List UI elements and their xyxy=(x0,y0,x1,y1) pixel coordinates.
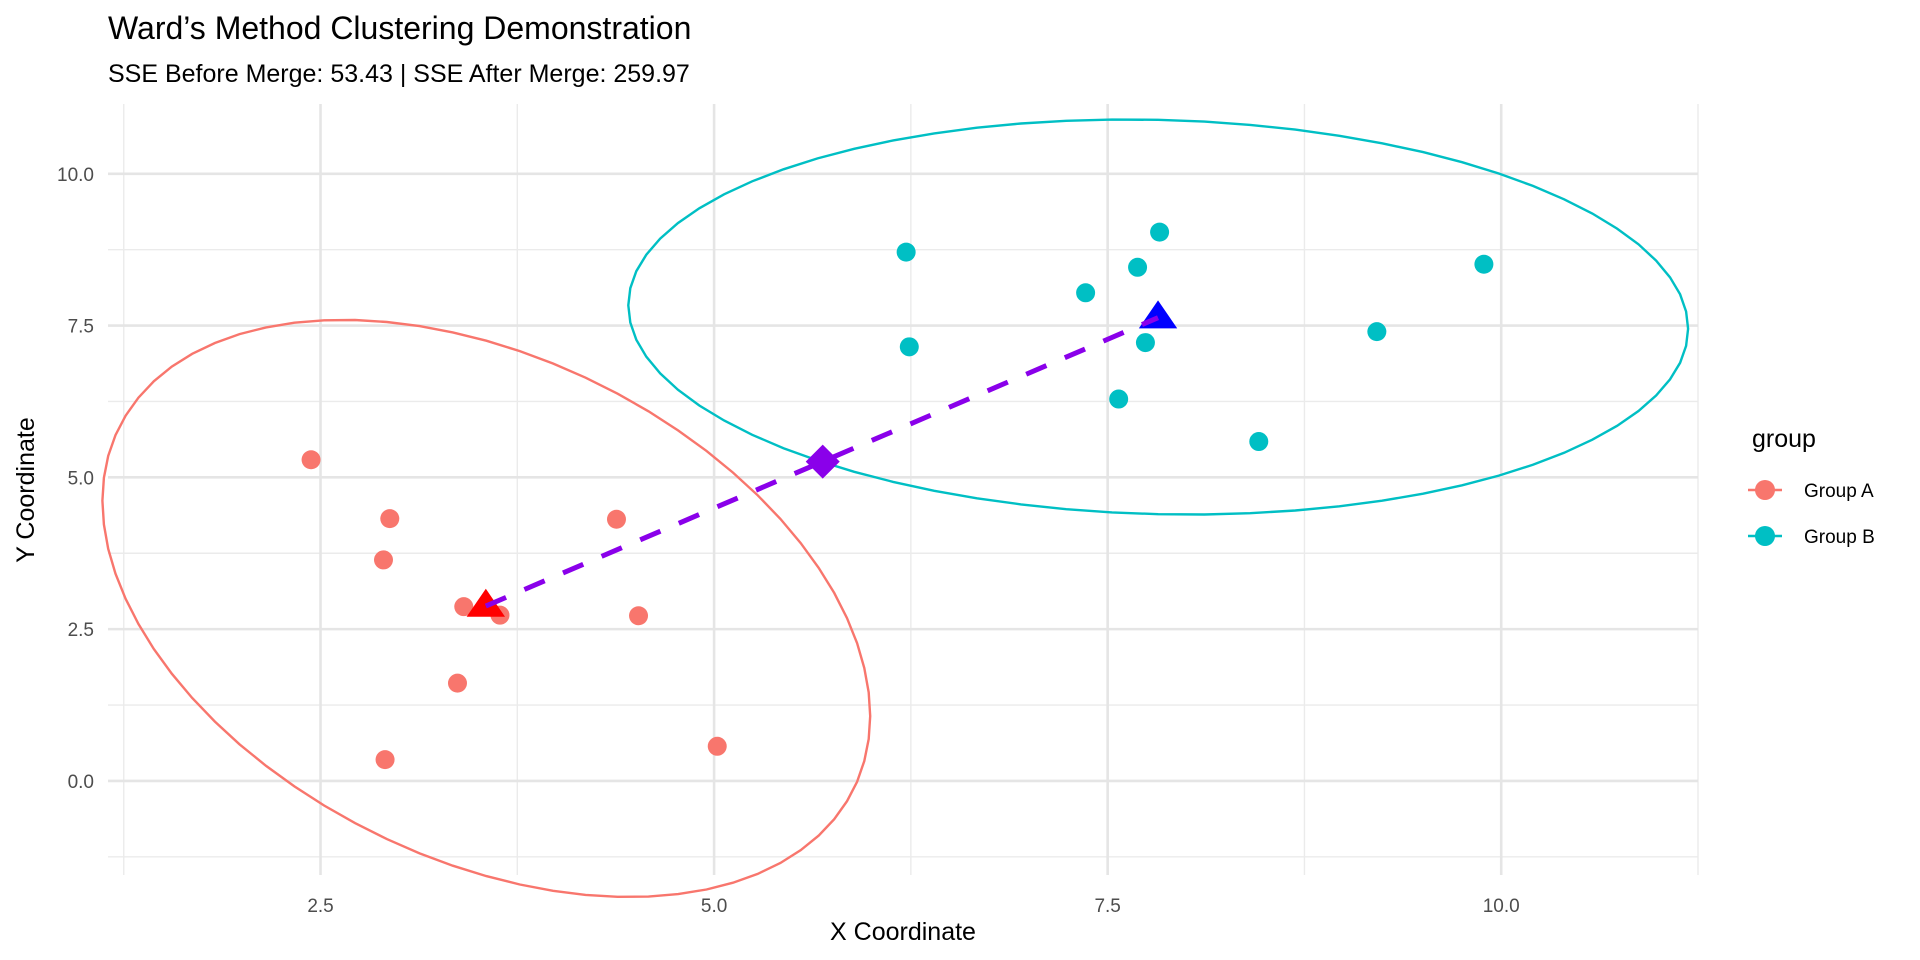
y-axis-title: Y Coordinate xyxy=(12,417,40,562)
chart-title: Ward’s Method Clustering Demonstration xyxy=(108,10,691,46)
data-points xyxy=(301,222,1494,770)
y-tick-label: 7.5 xyxy=(68,317,94,338)
data-point-group-a xyxy=(301,450,321,470)
centroid-marker xyxy=(466,588,506,617)
legend-item-group-b: Group B xyxy=(1748,526,1875,548)
legend-label-a: Group A xyxy=(1804,481,1874,502)
data-point-group-b xyxy=(1474,254,1494,274)
major-gridlines xyxy=(108,104,1698,875)
ellipse-group-a xyxy=(101,318,872,899)
data-point-group-b xyxy=(1076,283,1096,303)
data-point-group-b xyxy=(1109,389,1129,409)
data-point-group-a xyxy=(375,750,395,770)
data-point-group-a xyxy=(454,597,474,617)
legend-title: group xyxy=(1752,425,1816,453)
x-tick-label: 10.0 xyxy=(1483,896,1520,917)
centroid-overlay xyxy=(466,300,1178,617)
data-point-group-b xyxy=(1249,432,1269,452)
data-point-group-a xyxy=(629,606,649,626)
ellipse-group-b xyxy=(627,118,1690,516)
data-point-group-b xyxy=(1150,222,1170,242)
x-tick-label: 5.0 xyxy=(701,896,727,917)
data-point-group-b xyxy=(896,242,916,262)
x-tick-label: 7.5 xyxy=(1094,896,1120,917)
legend-label-b: Group B xyxy=(1804,527,1875,548)
y-tick-label: 0.0 xyxy=(68,772,94,793)
data-point-group-a xyxy=(447,673,467,693)
y-tick-label: 2.5 xyxy=(68,620,94,641)
data-point-group-b xyxy=(899,337,919,357)
y-tick-label: 10.0 xyxy=(57,165,94,186)
chart-subtitle: SSE Before Merge: 53.43 | SSE After Merg… xyxy=(108,60,690,88)
y-axis-ticks: 0.0 2.5 5.0 7.5 10.0 xyxy=(57,165,94,793)
legend: group Group A Group B xyxy=(1748,425,1875,548)
legend-key-dot-a xyxy=(1755,480,1775,500)
legend-key-dot-b xyxy=(1755,526,1775,546)
data-point-group-a xyxy=(373,550,393,570)
merge-line xyxy=(484,315,1160,609)
x-axis-title: X Coordinate xyxy=(830,918,976,946)
data-point-group-a xyxy=(707,736,727,756)
minor-gridlines xyxy=(108,104,1699,875)
data-point-group-b xyxy=(1367,322,1387,342)
x-tick-label: 2.5 xyxy=(307,896,333,917)
data-point-group-a xyxy=(380,509,400,529)
merged-centroid-marker xyxy=(805,444,840,479)
data-point-group-b xyxy=(1135,333,1155,353)
confidence-ellipses xyxy=(101,118,1690,899)
legend-item-group-a: Group A xyxy=(1748,480,1874,502)
data-point-group-b xyxy=(1128,257,1148,277)
y-tick-label: 5.0 xyxy=(68,468,94,489)
x-axis-ticks: 2.5 5.0 7.5 10.0 xyxy=(307,896,1519,917)
data-point-group-a xyxy=(606,509,626,529)
